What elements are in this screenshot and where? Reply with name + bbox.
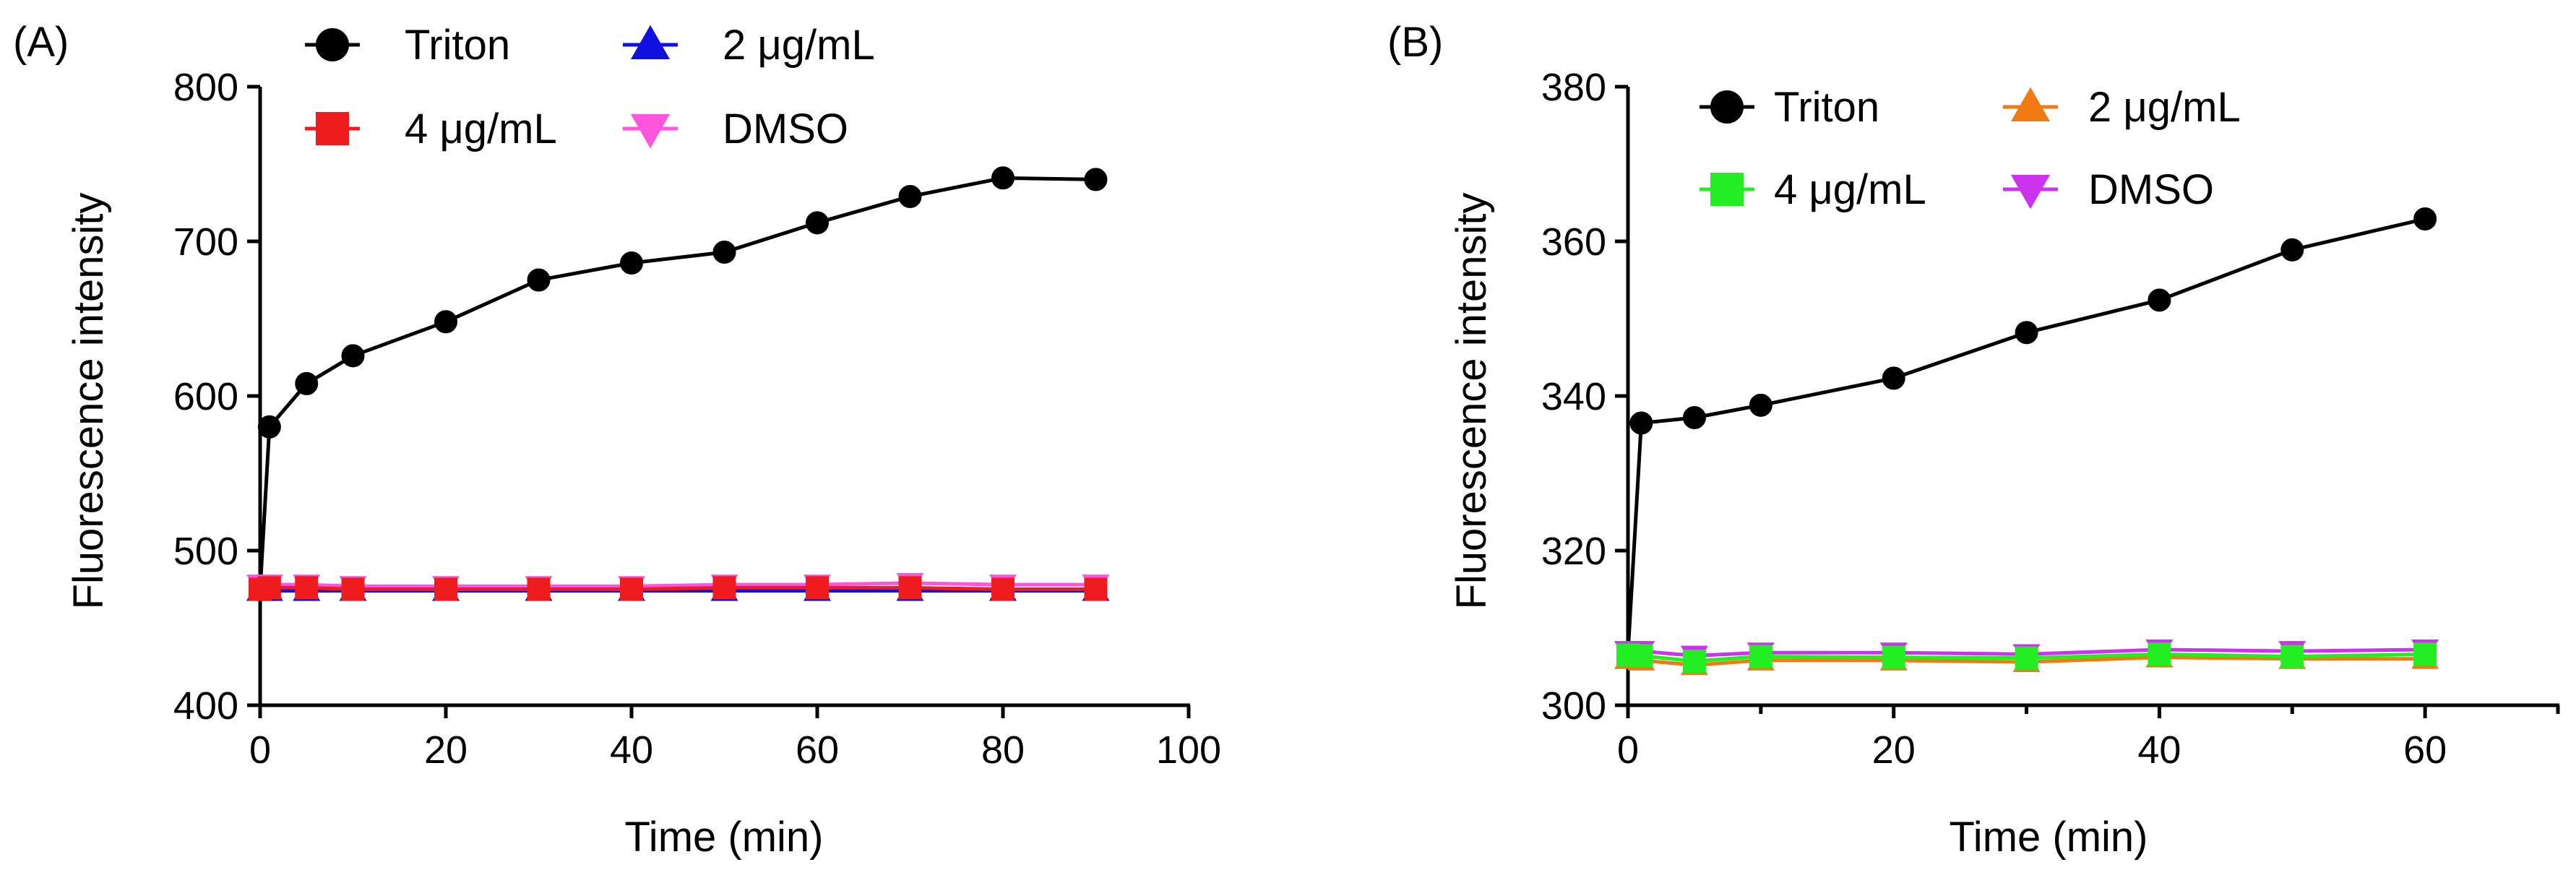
panel-a-legend-label-triton: Triton xyxy=(405,22,510,69)
panel-a-point-triton xyxy=(620,251,643,275)
panel-a-point-4-ug-ml xyxy=(712,576,736,600)
panel-b-legend-label-4-ug-ml: 4 μg/mL xyxy=(1774,166,1926,213)
panel-a-label: (A) xyxy=(13,19,69,66)
panel-b-point-triton xyxy=(1749,393,1772,417)
panel-a-legend-label-2-ug-ml: 2 μg/mL xyxy=(723,22,875,69)
panel-a-legend-label-dmso: DMSO xyxy=(723,105,848,152)
panel-b-series-line-triton xyxy=(1626,217,2426,653)
panel-b-x-tick-label: 20 xyxy=(1872,728,1916,772)
panel-a-axes: 400 500 600 700 800 0 20 40 60 80 100 xyxy=(173,66,1221,772)
panel-a-y-tick-label: 700 xyxy=(173,220,238,264)
panel-b-legend-label-2-ug-ml: 2 μg/mL xyxy=(2088,84,2241,131)
panel-b-point-triton xyxy=(2015,321,2038,345)
panel-a-point-4-ug-ml xyxy=(991,577,1015,601)
panel-b-point-triton xyxy=(2413,207,2437,231)
panel-b: (B) Fluorescence intensity Time (min) 30… xyxy=(1387,19,2560,861)
panel-a-point-4-ug-ml xyxy=(898,576,922,600)
panel-a-point-4-ug-ml xyxy=(806,576,829,600)
panel-a-series-line-triton xyxy=(258,176,1096,590)
panel-a-legend-marker-triton xyxy=(316,28,349,61)
panel-a-point-triton xyxy=(1084,168,1108,191)
panel-a-legend-marker-2-ug-ml xyxy=(630,25,671,59)
panel-a-point-4-ug-ml xyxy=(434,577,457,601)
panel-a-point-triton xyxy=(806,211,829,235)
panel-a-legend-marker-dmso xyxy=(630,114,671,149)
panel-b-y-tick-label: 300 xyxy=(1541,684,1606,728)
panel-a-series-markers xyxy=(246,166,1110,601)
panel-a-series-line-dmso xyxy=(260,581,1096,588)
panel-a-x-tick-label: 100 xyxy=(1156,728,1221,772)
panel-b-point-4-ug-ml xyxy=(2015,646,2038,670)
panel-a-point-triton xyxy=(295,371,319,395)
panel-b-y-tick-label: 380 xyxy=(1541,66,1606,109)
panel-b-legend-label-dmso: DMSO xyxy=(2088,166,2214,213)
panel-a-point-4-ug-ml xyxy=(1084,577,1108,601)
panel-b-y-tick-label: 360 xyxy=(1541,220,1606,264)
panel-b-legend-marker-2-ug-ml xyxy=(2010,87,2051,121)
panel-b-point-triton xyxy=(2280,238,2304,262)
panel-a-y-tick-label: 400 xyxy=(173,684,238,728)
panel-a-point-triton xyxy=(341,344,365,368)
panel-a-point-4-ug-ml xyxy=(257,576,281,600)
panel-a-point-4-ug-ml xyxy=(620,577,643,601)
panel-b-axes: 300 320 340 360 380 0 20 40 60 xyxy=(1541,66,2560,772)
panel-b-point-4-ug-ml xyxy=(2148,642,2171,666)
panel-a-y-tick-label: 800 xyxy=(173,66,238,109)
panel-b-legend-marker-dmso xyxy=(2010,175,2051,210)
panel-a-y-tick-label: 500 xyxy=(173,530,238,573)
panel-b-point-4-ug-ml xyxy=(2413,642,2437,666)
panel-a-series-lines xyxy=(258,176,1096,593)
panel-a-x-axis-title: Time (min) xyxy=(625,814,824,861)
panel-a-y-tick-label: 600 xyxy=(173,375,238,418)
panel-b-legend-marker-triton xyxy=(1710,90,1744,124)
panel-a-point-triton xyxy=(712,240,736,264)
panel-a-x-tick-label: 40 xyxy=(610,728,653,772)
panel-b-point-4-ug-ml xyxy=(1682,650,1706,673)
panel-b-legend-marker-4-ug-ml xyxy=(1710,173,1744,206)
panel-b-point-triton xyxy=(1682,405,1706,429)
panel-a-legend-marker-4-ug-ml xyxy=(316,112,349,145)
panel-a-point-4-ug-ml xyxy=(295,576,319,600)
panel-b-x-tick-label: 60 xyxy=(2403,728,2447,772)
panel-b-point-triton xyxy=(1882,366,1905,390)
panel-b-x-axis-title: Time (min) xyxy=(1950,814,2148,861)
panel-b-x-tick-label: 40 xyxy=(2137,728,2181,772)
panel-b-series-lines xyxy=(1626,217,2426,667)
panel-b-point-4-ug-ml xyxy=(1882,645,1905,669)
panel-a-legend-label-4-ug-ml: 4 μg/mL xyxy=(405,105,557,152)
panel-a-x-tick-label: 60 xyxy=(796,728,839,772)
panel-a: (A) Fluorescence intensity Time (min) 40… xyxy=(13,19,1221,861)
panel-b-point-triton xyxy=(1629,411,1653,435)
panel-a-point-4-ug-ml xyxy=(341,577,365,601)
panel-b-legend-label-triton: Triton xyxy=(1774,84,1879,131)
panel-b-legend: Triton 4 μg/mL 2 μg/mL DMSO xyxy=(1700,84,2241,213)
panel-a-series-line-4-ug-ml xyxy=(259,585,1096,591)
panel-b-series-markers xyxy=(1614,207,2439,676)
panel-a-point-4-ug-ml xyxy=(527,577,551,601)
panel-b-point-4-ug-ml xyxy=(1629,644,1653,668)
panel-a-x-tick-label: 0 xyxy=(249,728,271,772)
panel-b-y-tick-label: 320 xyxy=(1541,530,1606,573)
panel-b-label: (B) xyxy=(1387,19,1443,66)
panel-a-x-tick-label: 20 xyxy=(424,728,468,772)
panel-a-point-triton xyxy=(434,310,457,334)
panel-a-point-triton xyxy=(898,184,922,208)
panel-b-point-triton xyxy=(2148,288,2171,312)
panel-a-y-axis-title: Fluorescence intensity xyxy=(65,192,112,609)
panel-b-point-4-ug-ml xyxy=(1749,645,1772,668)
panel-a-x-tick-label: 80 xyxy=(981,728,1025,772)
panel-b-y-tick-label: 340 xyxy=(1541,375,1606,418)
panel-b-x-tick-label: 0 xyxy=(1617,728,1639,772)
panel-a-point-triton xyxy=(257,415,281,439)
panel-a-point-triton xyxy=(527,268,551,292)
panel-a-point-triton xyxy=(991,166,1015,190)
panel-a-legend: Triton 4 μg/mL 2 μg/mL DMSO xyxy=(305,22,875,152)
panel-b-y-axis-title: Fluorescence intensity xyxy=(1448,192,1495,609)
panel-b-point-4-ug-ml xyxy=(2280,645,2304,668)
